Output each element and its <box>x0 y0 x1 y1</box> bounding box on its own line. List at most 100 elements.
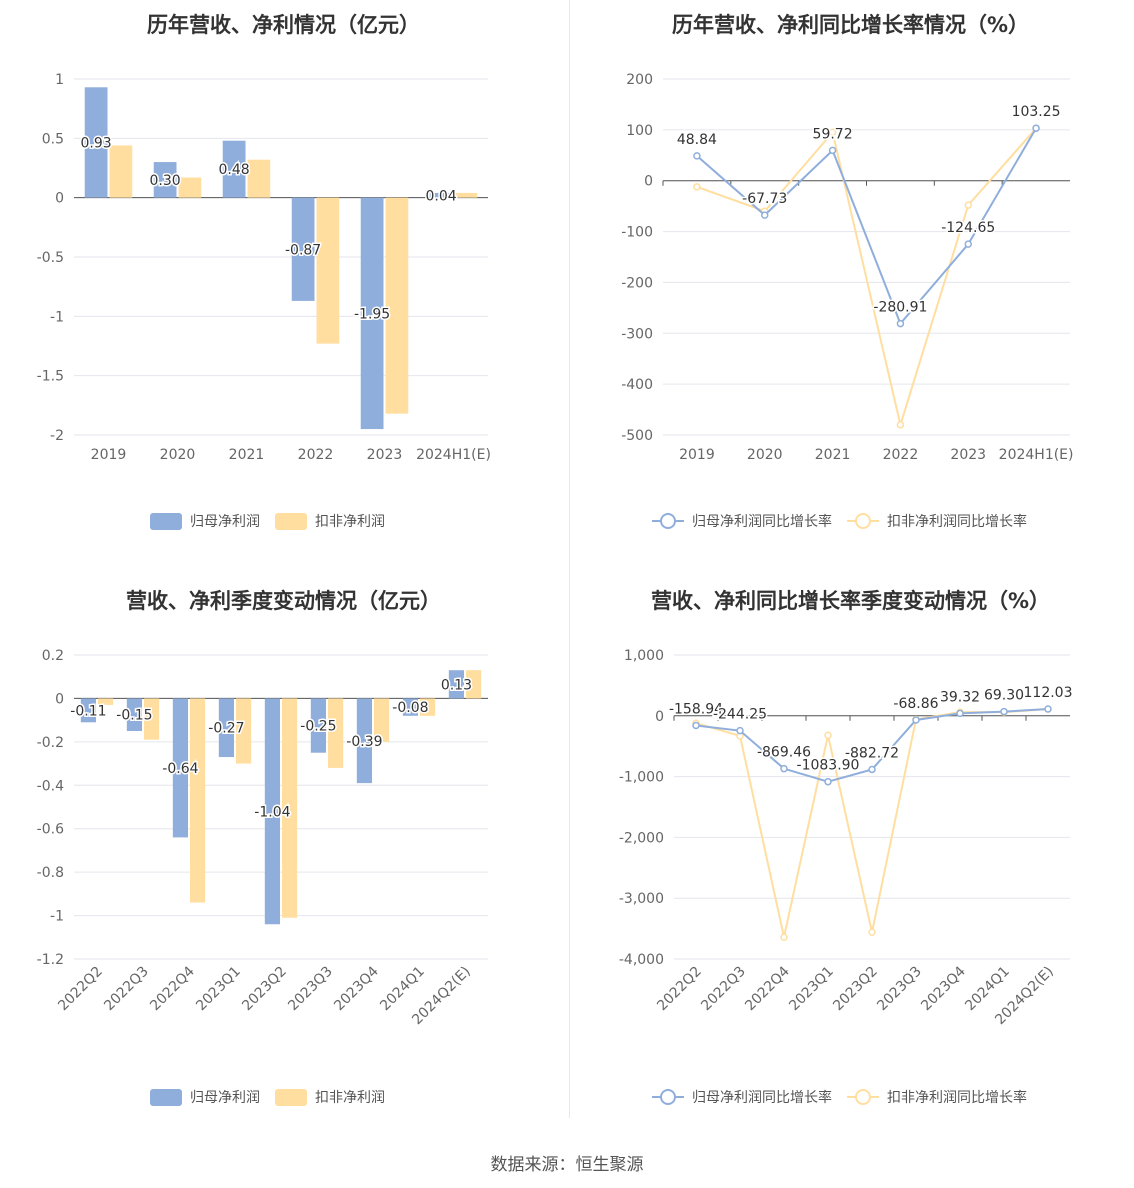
bar-series1 <box>360 197 384 430</box>
point-series1 <box>693 152 701 160</box>
data-label: 69.30 <box>984 688 1024 704</box>
point-series1 <box>828 146 837 155</box>
bar-series1 <box>264 698 280 925</box>
y-tick-label: -0.6 <box>37 822 64 838</box>
y-tick-label: -0.5 <box>37 250 64 266</box>
bar-series2 <box>454 192 478 198</box>
bar-series2 <box>385 197 409 414</box>
bar-series1 <box>310 698 326 753</box>
data-label: -0.11 <box>70 703 106 719</box>
legend-label: 归母净利润 <box>190 1089 260 1106</box>
y-tick-label: -500 <box>621 428 653 444</box>
legend-marker <box>855 1089 871 1105</box>
y-tick-label: -1,000 <box>619 770 664 786</box>
y-tick-label: 0.5 <box>42 131 64 147</box>
x-tick-label: 2023Q2 <box>830 964 881 1015</box>
quarterly-growth-chart: 营收、净利同比增长率季度变动情况（%） 1,000 0 -1,000 -2,000 -3,… <box>567 576 1134 1152</box>
data-label: 0.48 <box>219 162 250 178</box>
quarterly-growth-chart-svg: 营收、净利同比增长率季度变动情况（%） 1,000 0 -1,000 -2,000 -3,… <box>619 589 1074 1106</box>
y-tick-label: -1.5 <box>37 369 64 385</box>
bar-series1 <box>291 197 315 301</box>
bar-series2 <box>190 698 206 903</box>
y-tick-label: -1 <box>50 309 64 325</box>
legend-marker <box>660 1089 676 1105</box>
x-tick-label: 2022 <box>883 447 919 463</box>
legend-label: 归母净利润同比增长率 <box>692 513 832 530</box>
point-series1 <box>1044 705 1052 713</box>
bar-series1 <box>429 192 453 198</box>
data-label: -124.65 <box>941 220 995 236</box>
line-series1 <box>696 127 1037 326</box>
point-series1 <box>761 211 769 219</box>
legend-label: 归母净利润同比增长率 <box>692 1089 832 1106</box>
point-series1 <box>824 777 832 786</box>
point-series1 <box>736 726 744 735</box>
y-tick-label: -4,000 <box>619 952 664 968</box>
legend-label: 扣非净利润同比增长率 <box>887 1089 1027 1106</box>
y-tick-label: 100 <box>626 123 653 139</box>
x-tick-label: 2023Q1 <box>786 964 837 1015</box>
y-tick-label: -300 <box>621 326 653 342</box>
x-tick-label: 2021 <box>815 447 851 463</box>
legend-swatch <box>150 513 182 530</box>
chart-title: 历年营收、净利同比增长率情况（%） <box>672 13 1029 37</box>
point-series2 <box>868 928 876 936</box>
y-tick-label: -1 <box>50 909 64 925</box>
y-tick-label: -100 <box>621 225 653 241</box>
point-series2 <box>693 183 701 191</box>
data-label: 0.04 <box>426 188 457 204</box>
x-tick-label: 2022Q2 <box>654 964 705 1015</box>
data-label: -67.73 <box>742 191 787 207</box>
x-tick-label: 2022Q4 <box>742 963 793 1014</box>
data-label: -1.04 <box>254 804 290 820</box>
x-tick-label: 2024H1(E) <box>999 447 1074 463</box>
point-series1 <box>964 240 972 248</box>
x-tick-label: 2023Q4 <box>331 963 382 1014</box>
point-series1 <box>780 764 788 773</box>
x-tick-label: 2023 <box>950 447 986 463</box>
data-label: -1083.90 <box>797 758 860 774</box>
line-series2 <box>695 708 1049 938</box>
bar-series1 <box>222 140 246 198</box>
panel-divider <box>569 0 570 1118</box>
y-tick-label: 1 <box>55 72 64 88</box>
x-tick-label: 2019 <box>679 447 715 463</box>
y-tick-label: 0 <box>55 191 64 207</box>
y-tick-label: -1.2 <box>37 952 64 968</box>
bar-series2 <box>374 698 390 742</box>
bar-series2 <box>316 197 340 344</box>
bar-series1 <box>402 698 418 716</box>
point-series2 <box>780 933 788 941</box>
x-tick-label: 2022Q4 <box>147 963 198 1014</box>
bar-series2 <box>328 698 344 768</box>
bar-series2 <box>144 698 160 740</box>
legend-label: 扣非净利润 <box>315 1090 385 1106</box>
quarterly-profit-chart-svg: 营收、净利季度变动情况（亿元） 0.2 0 -0.2 -0.4 -0.6 -0.8 -1 -1.… <box>37 589 488 1106</box>
legend-swatch <box>150 1089 182 1106</box>
chart-title: 营收、净利季度变动情况（亿元） <box>126 589 441 613</box>
data-label: -0.25 <box>300 719 336 735</box>
data-label: -0.64 <box>162 761 198 777</box>
x-tick-label: 2023Q1 <box>193 964 244 1015</box>
point-series1 <box>868 765 876 774</box>
y-tick-label: 0.2 <box>42 648 64 664</box>
bar-series1 <box>84 87 108 198</box>
point-series1 <box>896 319 905 328</box>
x-tick-label: 2022Q3 <box>698 964 749 1015</box>
data-label: -158.94 <box>669 701 723 717</box>
data-label: -68.86 <box>893 696 938 712</box>
y-tick-label: 0 <box>655 709 664 725</box>
data-source: 数据来源：恒生聚源 <box>490 1155 644 1175</box>
point-series1 <box>1032 124 1040 132</box>
x-tick-label: 2023Q3 <box>874 964 925 1015</box>
legend-swatch <box>275 1089 307 1106</box>
point-series2 <box>896 421 905 429</box>
y-tick-label: 1,000 <box>624 648 664 664</box>
data-label: -869.46 <box>757 745 811 761</box>
bar-series1 <box>448 670 464 699</box>
point-series1 <box>1000 707 1008 716</box>
x-tick-label: 2023Q2 <box>239 964 290 1015</box>
data-label: 59.72 <box>813 126 853 142</box>
point-series1 <box>692 721 700 730</box>
x-tick-label: 2021 <box>229 447 265 463</box>
